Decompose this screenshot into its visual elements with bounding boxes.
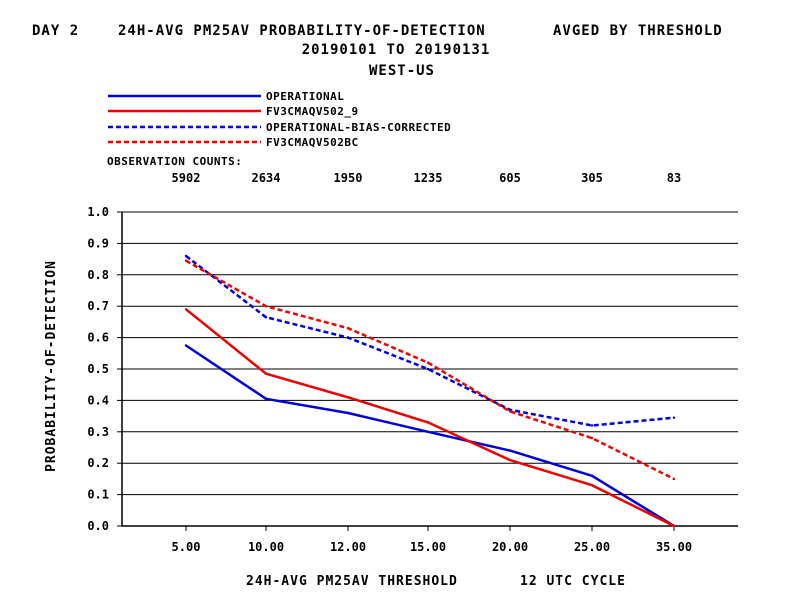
data-point [184, 254, 188, 258]
y-tick-label: 0.2 [87, 456, 109, 470]
x-tick-label: 20.00 [492, 540, 528, 554]
title-region: WEST-US [369, 63, 435, 79]
observation-counts-label: OBSERVATION COUNTS: [107, 155, 242, 168]
x-tick-label: 15.00 [410, 540, 446, 554]
legend-label: FV3CMAQV502_9 [266, 105, 359, 118]
series-line-fv3cmaqv502_9 [185, 308, 675, 528]
x-tick-label: 10.00 [248, 540, 284, 554]
legend-label: OPERATIONAL [266, 90, 344, 103]
x-axis-label: 24H-AVG PM25AV THRESHOLD [246, 574, 458, 589]
x-axis-cycle-label: 12 UTC CYCLE [520, 574, 626, 589]
data-point [346, 336, 350, 339]
series-line-operational [185, 344, 675, 528]
title-day: DAY 2 [32, 23, 79, 39]
data-point [426, 367, 430, 371]
observation-count: 2634 [252, 171, 281, 185]
data-point [672, 416, 676, 419]
observation-count: 305 [581, 171, 603, 185]
data-point [264, 316, 268, 319]
data-point [184, 308, 188, 311]
observation-count: 605 [499, 171, 521, 185]
data-point [672, 477, 676, 481]
data-point [264, 372, 268, 375]
y-tick-label: 0.8 [87, 268, 109, 282]
data-point [426, 361, 430, 364]
observation-counts: 5902 2634 1950 1235 605 305 83 [172, 171, 682, 185]
data-point [590, 436, 594, 440]
y-axis-ticks: 0.0 0.1 0.2 0.3 0.4 0.5 0.6 0.7 0.8 0.9 1.0 [87, 205, 122, 533]
x-axis-ticks: 5.00 10.00 12.00 15.00 20.00 25.00 35.00 [172, 526, 692, 554]
title-right: AVGED BY THRESHOLD [553, 23, 723, 39]
data-point [590, 424, 594, 427]
y-tick-label: 0.6 [87, 331, 109, 345]
legend: OPERATIONAL FV3CMAQV502_9 OPERATIONAL-BIAS… [108, 90, 451, 149]
data-point [672, 524, 676, 528]
data-point [264, 305, 268, 308]
observation-count: 1950 [334, 171, 363, 185]
y-tick-label: 0.1 [87, 488, 109, 502]
data-point [184, 344, 188, 347]
observation-count: 1235 [414, 171, 443, 185]
data-point [264, 397, 268, 400]
y-tick-label: 0.3 [87, 425, 109, 439]
series-lines [184, 254, 676, 528]
data-point [590, 484, 594, 487]
y-tick-label: 0.7 [87, 299, 109, 313]
y-tick-label: 0.0 [87, 519, 109, 533]
x-tick-label: 35.00 [656, 540, 692, 554]
y-tick-label: 0.4 [87, 393, 109, 407]
data-point [346, 411, 350, 415]
y-axis-label: PROBABILITY-OF-DETECTION [44, 260, 59, 472]
y-tick-label: 1.0 [87, 205, 109, 219]
y-tick-label: 0.9 [87, 236, 109, 250]
data-point [346, 396, 350, 399]
data-point [508, 458, 512, 462]
data-point [508, 410, 512, 413]
legend-label: OPERATIONAL-BIAS-CORRECTED [266, 121, 451, 134]
data-point [590, 474, 594, 477]
x-tick-label: 5.00 [172, 540, 201, 554]
data-point [426, 430, 430, 433]
data-point [426, 421, 430, 424]
data-point [508, 449, 512, 452]
observation-count: 5902 [172, 171, 201, 185]
legend-label: FV3CMAQV502BC [266, 136, 359, 149]
observation-count: 83 [667, 171, 681, 185]
title-date-range: 20190101 TO 20190131 [302, 42, 491, 58]
axes [121, 212, 738, 527]
x-tick-label: 12.00 [330, 540, 366, 554]
y-tick-label: 0.5 [87, 362, 109, 376]
data-point [184, 259, 188, 262]
data-point [346, 327, 350, 330]
x-tick-label: 25.00 [574, 540, 610, 554]
grid [122, 211, 738, 496]
title-main: 24H-AVG PM25AV PROBABILITY-OF-DETECTION [118, 23, 486, 39]
